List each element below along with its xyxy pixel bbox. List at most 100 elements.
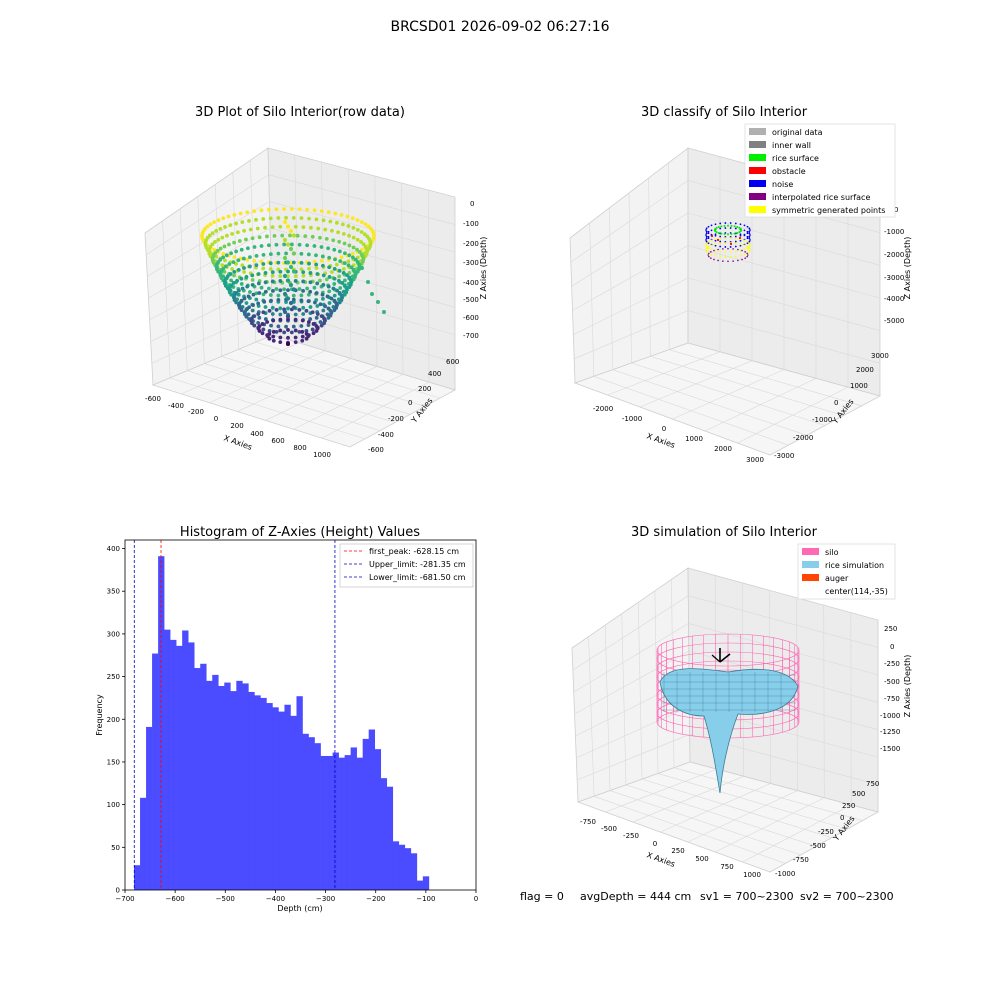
data-point (734, 240, 737, 243)
data-point (291, 215, 296, 220)
data-point (274, 287, 279, 291)
legend-label: auger (825, 574, 849, 583)
data-point (739, 239, 742, 242)
histogram-bar (254, 695, 261, 890)
data-point (355, 247, 359, 252)
data-point (368, 239, 373, 244)
data-point (355, 227, 360, 232)
data-point (297, 307, 302, 312)
data-point (297, 329, 302, 334)
data-point (717, 226, 720, 229)
data-point (299, 293, 304, 298)
data-point (332, 308, 337, 313)
data-point (344, 285, 349, 290)
data-point (269, 323, 273, 328)
data-point (749, 234, 751, 236)
data-point (738, 231, 741, 234)
legend-label: silo (825, 548, 839, 557)
histogram-bar (332, 752, 339, 890)
data-point (328, 308, 333, 313)
data-point (319, 209, 324, 214)
data-point (333, 211, 338, 216)
data-point (308, 271, 313, 275)
data-point (746, 230, 749, 233)
data-point (719, 227, 722, 230)
data-point (739, 249, 742, 252)
data-point (218, 257, 223, 262)
z-tick-label: -500 (463, 296, 479, 304)
data-point (722, 260, 724, 262)
data-point (213, 240, 217, 244)
data-point (705, 247, 708, 250)
histogram-bar (218, 685, 225, 890)
data-point (729, 251, 732, 253)
grid-line (657, 773, 848, 830)
histogram-bar (278, 711, 285, 890)
z-tick-labels: 250 0 -250 -500 -750 -1000 -1250 -1500 (880, 625, 900, 753)
grid-line (660, 783, 771, 833)
data-point (321, 308, 326, 313)
data-point (705, 227, 708, 230)
data-point (305, 243, 310, 248)
histogram-bar (248, 691, 255, 890)
data-point (222, 244, 227, 249)
data-point (260, 331, 265, 336)
panel-title: 3D Plot of Silo Interior(row data) (195, 105, 405, 120)
data-point (714, 254, 717, 257)
data-point (280, 233, 285, 238)
data-point (237, 239, 242, 243)
data-point (305, 207, 310, 212)
y-tick-label: -2000 (793, 434, 813, 442)
data-point (338, 259, 343, 264)
data-point (316, 226, 321, 231)
histogram-bar (350, 747, 357, 890)
data-point (215, 248, 220, 253)
data-point (741, 258, 743, 261)
z-tick-label: -1250 (880, 728, 900, 736)
data-point (237, 288, 241, 293)
z-tick-labels: 0 -100 -200 -300 -400 -500 -600 -700 (463, 200, 479, 340)
histogram-bar (230, 691, 237, 890)
data-point (371, 231, 376, 236)
data-point (271, 338, 276, 343)
data-point (282, 291, 288, 297)
data-point (235, 278, 240, 283)
data-point (210, 231, 215, 235)
data-point (307, 266, 311, 271)
panel-title: 3D simulation of Silo Interior (631, 525, 818, 540)
histogram-bar (158, 556, 165, 890)
data-point (705, 240, 708, 243)
histogram-bar (368, 729, 376, 890)
data-point (285, 314, 291, 319)
data-point (278, 274, 283, 279)
data-point (285, 260, 291, 265)
data-point (282, 287, 287, 292)
data-point (334, 220, 339, 225)
data-point (261, 217, 266, 221)
data-point (250, 308, 255, 313)
avg-depth-text: avgDepth = 444 cm (580, 890, 691, 903)
grid-line (688, 595, 879, 648)
data-point (719, 250, 722, 253)
outlier-point (360, 266, 364, 270)
z-axis-label: Z Axies (Depth) (903, 655, 912, 718)
data-point (228, 223, 233, 228)
data-point (278, 328, 283, 333)
legend-label: inner wall (772, 141, 811, 150)
histogram-bar (140, 797, 147, 890)
data-point (288, 264, 294, 270)
data-point (289, 242, 294, 247)
data-point (224, 253, 229, 258)
data-point (269, 298, 273, 303)
data-point (244, 237, 248, 242)
grid-line (572, 595, 689, 671)
data-point (308, 317, 313, 321)
legend-label: interpolated rice surface (772, 193, 870, 202)
data-point (256, 272, 261, 276)
y-tick-label: -3000 (774, 452, 794, 460)
y-tick-label: 50 (111, 844, 120, 852)
data-point (705, 232, 708, 235)
panel-simulation: 3D simulation of Silo Interior -750 -500… (571, 525, 912, 879)
data-point (710, 234, 714, 238)
data-point (329, 270, 334, 274)
